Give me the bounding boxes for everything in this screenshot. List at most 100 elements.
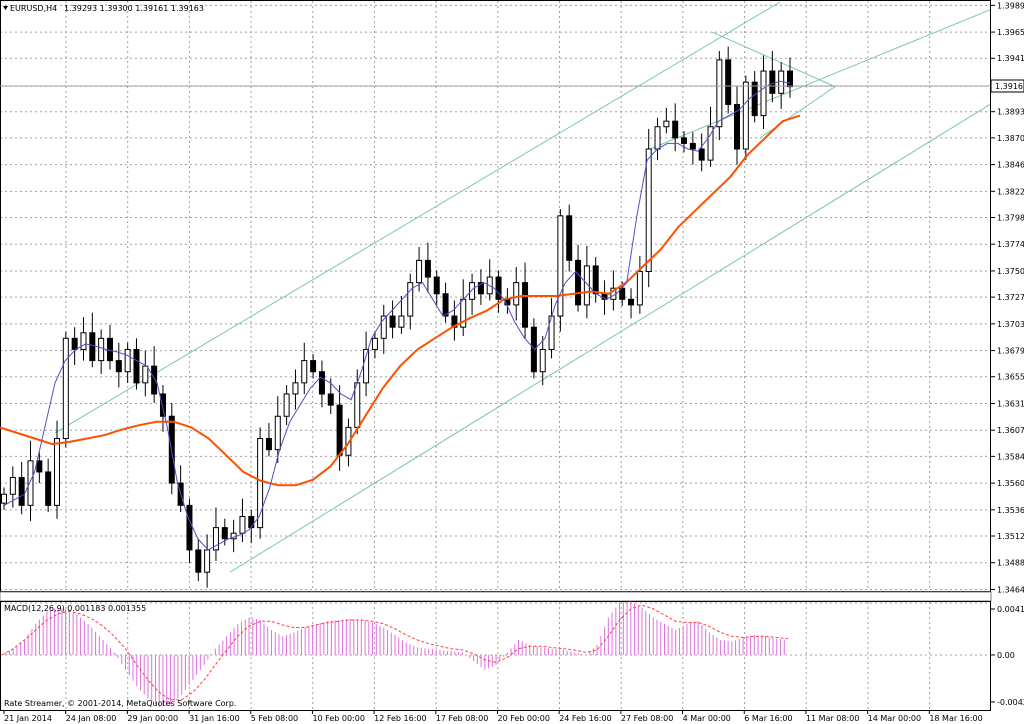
candle: [98, 329, 105, 374]
time-tick-label: 18 Mar 16:00: [929, 714, 982, 723]
price-tick-label: 1.37030: [997, 320, 1024, 329]
candle: [760, 55, 767, 129]
current-price-label: 1.39163: [995, 82, 1024, 91]
candle: [71, 327, 78, 366]
candle: [115, 342, 122, 388]
price-tick-label: 1.37270: [997, 293, 1024, 302]
channel-line[interactable]: [759, 86, 836, 139]
candle: [318, 360, 325, 408]
price-tick-label: 1.35840: [997, 452, 1024, 461]
candle: [45, 458, 52, 513]
price-tick-label: 1.36555: [997, 373, 1024, 382]
price-tick-label: 1.35125: [997, 532, 1024, 541]
candle: [1, 487, 7, 510]
price-tick-label: 1.39415: [997, 54, 1024, 63]
candle: [787, 57, 793, 98]
price-tick-label: 1.35360: [997, 506, 1024, 515]
candle: [495, 270, 502, 313]
macd-tick-label: 0.00: [997, 651, 1015, 660]
candle: [292, 369, 299, 410]
candle: [469, 273, 476, 315]
candle: [557, 209, 564, 332]
time-tick-label: 27 Feb 08:00: [621, 714, 673, 723]
macd-title: MACD(12,26,9) 0.001183 0.001355: [4, 604, 146, 613]
trend-channel[interactable]: [54, 1, 991, 573]
candle: [433, 270, 440, 305]
symbol-dropdown-icon[interactable]: [3, 6, 8, 10]
price-tick-label: 1.37985: [997, 213, 1024, 222]
time-tick-label: 24 Feb 16:00: [559, 714, 611, 723]
candle: [89, 312, 96, 368]
price-tick-label: 1.34885: [997, 559, 1024, 568]
candle: [124, 342, 131, 383]
time-tick-label: 5 Feb 08:00: [251, 714, 298, 723]
time-tick-label: 12 Feb 16:00: [374, 714, 426, 723]
candle: [442, 282, 449, 323]
candle: [742, 75, 749, 161]
price-axis[interactable]: 1.39890 1.39650 1.39415 1.39163 1.38935 1.387…: [991, 1, 1024, 594]
candle: [142, 350, 149, 397]
price-tick-label: 1.38700: [997, 134, 1024, 143]
price-tick-label: 1.38460: [997, 161, 1024, 170]
price-tick-label: 1.37505: [997, 267, 1024, 276]
time-tick-label: 11 Mar 08:00: [806, 714, 859, 723]
candle: [681, 131, 688, 153]
candle: [663, 107, 670, 134]
candle: [18, 461, 25, 515]
pane-separator[interactable]: [0, 591, 992, 602]
time-tick-label: 10 Feb 00:00: [312, 714, 364, 723]
candle: [380, 304, 387, 354]
candle: [424, 242, 431, 293]
macd-pane-frame: [0, 601, 991, 711]
price-tick-label: 1.38220: [997, 187, 1024, 196]
candle: [36, 451, 43, 484]
candle: [133, 338, 140, 390]
candle: [168, 402, 175, 495]
candle: [539, 336, 546, 386]
time-tick-label: 24 Jan 08:00: [66, 714, 117, 723]
candle: [636, 255, 643, 314]
channel-line[interactable]: [54, 1, 781, 434]
time-tick-label: 6 Mar 16:00: [744, 714, 792, 723]
candle: [477, 269, 484, 305]
macd-histogram: [5, 601, 785, 708]
channel-line[interactable]: [229, 104, 991, 573]
candle: [575, 244, 582, 312]
candle: [363, 331, 370, 397]
candle: [283, 385, 290, 426]
price-tick-label: 1.36075: [997, 426, 1024, 435]
candle: [257, 427, 264, 539]
candle: [186, 498, 193, 564]
ohlc-values: 1.39293 1.39300 1.39161 1.39163: [64, 4, 204, 13]
time-tick-label: 20 Feb 00:00: [498, 714, 550, 723]
candle: [80, 317, 87, 361]
price-tick-label: 1.36315: [997, 399, 1024, 408]
candle: [522, 262, 529, 339]
candle: [204, 534, 211, 588]
candle: [751, 71, 758, 123]
candle: [689, 132, 696, 165]
time-tick-label: 14 Mar 00:00: [868, 714, 921, 723]
symbol-title: EURUSD,H4: [10, 4, 57, 13]
macd-tick-label: 0.004167: [997, 605, 1024, 614]
macd-tick-label: -0.004257: [997, 698, 1024, 707]
candle: [195, 538, 202, 582]
copyright-text: Rate Streamer, © 2001-2014, MetaQuotes S…: [4, 699, 236, 708]
candle: [707, 106, 714, 167]
candle: [389, 300, 396, 339]
moving-average-slow: [0, 114, 801, 487]
macd-axis[interactable]: 0.004167 0.00 -0.004257: [991, 605, 1024, 707]
channel-line[interactable]: [711, 31, 836, 88]
time-tick-label: 4 Mar 00:00: [683, 714, 731, 723]
candle: [583, 245, 590, 319]
candle: [513, 267, 520, 321]
channel-line[interactable]: [649, 9, 991, 150]
price-tick-label: 1.39890: [997, 1, 1024, 10]
time-axis[interactable]: 21 Jan 2014 24 Jan 08:00 29 Jan 00:00 31 Ja…: [3, 710, 983, 723]
candle: [265, 422, 272, 457]
price-tick-label: 1.36790: [997, 347, 1024, 356]
candle: [301, 342, 308, 394]
candle: [628, 288, 635, 319]
